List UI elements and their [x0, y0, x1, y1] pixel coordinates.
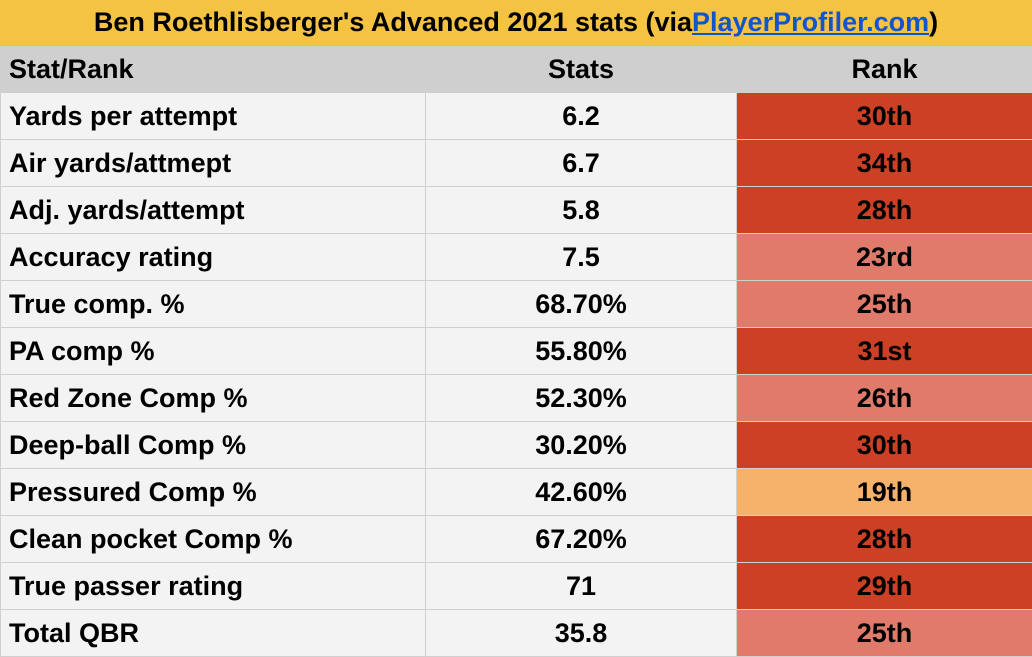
title-prefix: Ben Roethlisberger's Advanced 2021 stats…	[94, 7, 692, 38]
rank-cell: 23rd	[737, 234, 1032, 281]
stat-value-cell: 6.2	[426, 93, 737, 140]
stat-value-cell: 68.70%	[426, 281, 737, 328]
title-suffix: )	[929, 7, 938, 38]
playerprofiler-link[interactable]: PlayerProfiler.com	[692, 7, 929, 38]
stat-value-cell: 42.60%	[426, 469, 737, 516]
stat-value-cell: 55.80%	[426, 328, 737, 375]
stat-name-cell: Clean pocket Comp %	[1, 516, 426, 563]
stat-name-cell: Accuracy rating	[1, 234, 426, 281]
table-row: Red Zone Comp %52.30%26th	[1, 375, 1032, 422]
stat-value-cell: 30.20%	[426, 422, 737, 469]
header-rank: Rank	[737, 47, 1032, 93]
rank-cell: 28th	[737, 516, 1032, 563]
rank-cell: 28th	[737, 187, 1032, 234]
stat-name-cell: Deep-ball Comp %	[1, 422, 426, 469]
rank-cell: 31st	[737, 328, 1032, 375]
header-stat-rank: Stat/Rank	[1, 47, 426, 93]
stat-name-cell: Air yards/attmept	[1, 140, 426, 187]
stat-name-cell: Pressured Comp %	[1, 469, 426, 516]
stat-name-cell: True comp. %	[1, 281, 426, 328]
sheet-title: Ben Roethlisberger's Advanced 2021 stats…	[0, 0, 1032, 46]
stat-value-cell: 52.30%	[426, 375, 737, 422]
stat-value-cell: 35.8	[426, 610, 737, 657]
stat-name-cell: Yards per attempt	[1, 93, 426, 140]
rank-cell: 30th	[737, 93, 1032, 140]
stat-name-cell: True passer rating	[1, 563, 426, 610]
stat-name-cell: Adj. yards/attempt	[1, 187, 426, 234]
rank-cell: 30th	[737, 422, 1032, 469]
stat-name-cell: PA comp %	[1, 328, 426, 375]
rank-cell: 25th	[737, 610, 1032, 657]
stat-value-cell: 5.8	[426, 187, 737, 234]
stat-name-cell: Total QBR	[1, 610, 426, 657]
table-row: Deep-ball Comp %30.20%30th	[1, 422, 1032, 469]
rank-cell: 34th	[737, 140, 1032, 187]
stat-value-cell: 67.20%	[426, 516, 737, 563]
table-row: Clean pocket Comp %67.20%28th	[1, 516, 1032, 563]
rank-cell: 25th	[737, 281, 1032, 328]
stat-value-cell: 6.7	[426, 140, 737, 187]
header-stats: Stats	[426, 47, 737, 93]
stat-name-cell: Red Zone Comp %	[1, 375, 426, 422]
header-row: Stat/Rank Stats Rank	[1, 47, 1032, 93]
table-row: Pressured Comp %42.60%19th	[1, 469, 1032, 516]
rank-cell: 19th	[737, 469, 1032, 516]
stat-value-cell: 71	[426, 563, 737, 610]
stat-value-cell: 7.5	[426, 234, 737, 281]
table-row: True comp. %68.70%25th	[1, 281, 1032, 328]
rank-cell: 26th	[737, 375, 1032, 422]
rank-cell: 29th	[737, 563, 1032, 610]
table-row: PA comp %55.80%31st	[1, 328, 1032, 375]
